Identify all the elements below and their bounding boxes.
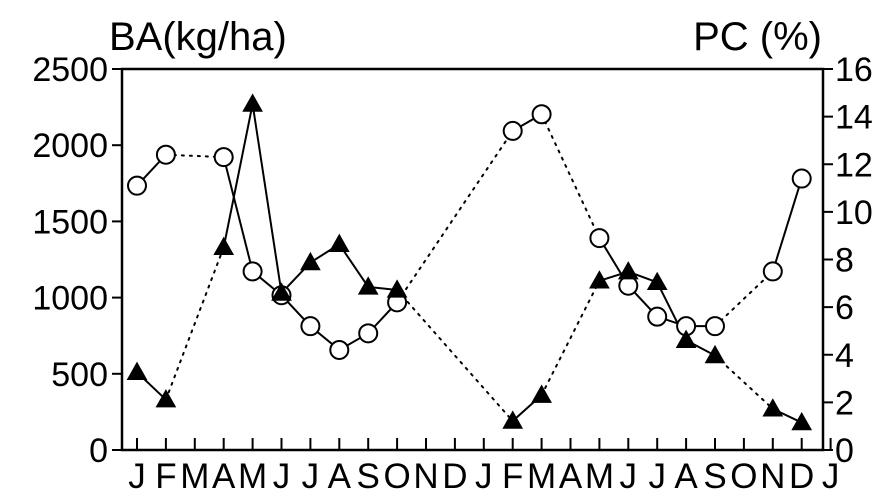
plot-frame [120,67,825,452]
series-lines [136,103,803,424]
right-tick-label: 10 [835,194,873,232]
circle-point [502,120,523,141]
triangle-point [646,271,668,291]
series-circle-segment [771,178,803,272]
x-tick-label: A [559,457,583,496]
x-tick-label: F [502,457,523,496]
x-tick-label: M [180,457,209,496]
x-tick-label: O [383,457,410,496]
left-tick-label: 1000 [32,280,108,318]
x-tick-label: A [328,457,352,496]
triangle-point [357,276,379,295]
x-tick-label: J [648,457,666,496]
circle-point [705,316,725,337]
series-triangle-segment [222,103,254,248]
circle-point [127,175,147,196]
x-tick-label: M [238,457,267,496]
right-tick-label: 8 [835,242,854,280]
circle-point [531,104,552,125]
triangle-point [126,361,148,380]
right-axis-title: PC (%) [693,15,822,59]
x-tick-label: J [302,457,320,496]
left-tick-label: 2500 [32,51,108,89]
series-triangle-segment [714,354,774,410]
triangle-point [791,411,813,431]
triangle-point [502,410,524,429]
series-triangle-segment [396,288,514,423]
series-triangle-segment [540,279,601,397]
circle-point [213,147,234,168]
series-markers [126,93,813,431]
right-tick-label: 14 [835,99,873,137]
right-tick-label: 6 [835,289,854,327]
triangle-point [300,251,321,271]
x-tick-label: O [730,457,757,496]
series-circle-segment [714,270,774,328]
triangle-point [213,236,235,256]
triangle-point [589,270,610,289]
circle-point [791,168,812,189]
circle-point [242,261,263,282]
x-tick-label: A [674,457,698,496]
triangle-point [762,398,784,417]
x-tick-label: M [585,457,614,496]
series-circle-segment [540,113,601,240]
right-tick-label: 16 [835,51,873,89]
x-tick-label: J [822,457,840,496]
x-tick-label: M [527,457,556,496]
x-tick-label: N [760,457,785,496]
series-circle-segment [396,129,514,304]
x-tick-label: J [128,457,146,496]
left-tick-label: 500 [51,356,108,394]
right-tick-label: 0 [835,432,854,470]
right-tick-label: 2 [835,384,854,422]
circle-point [329,339,350,360]
circle-point [300,316,321,337]
triangle-point [386,279,408,298]
series-triangle-segment [251,103,283,294]
triangle-point [617,261,639,280]
circle-point [155,144,176,165]
triangle-point [271,282,292,301]
series-circle-segment [222,156,254,272]
left-tick-label: 1500 [32,203,108,241]
x-tick-label: S [357,457,380,496]
left-axis-title: BA(kg/ha) [109,15,287,59]
right-tick-label: 4 [835,337,854,375]
x-tick-label: J [475,457,493,496]
triangle-point [675,329,697,348]
triangle-point [242,93,263,112]
triangle-point [155,389,177,408]
circle-point [647,306,668,327]
x-tick-label: D [442,457,467,496]
x-tick-label: J [273,457,291,496]
series-triangle-segment [164,246,225,401]
triangle-point [704,344,726,364]
x-tick-label: N [413,457,438,496]
x-tick-label: J [620,457,638,496]
left-tick-label: 0 [89,432,108,470]
x-tick-label: A [212,457,236,496]
circle-point [589,228,610,249]
circle-point [358,323,379,344]
right-axis: 0 2 4 6 8 10 12 14 16 [823,51,873,470]
x-tick-label: D [789,457,814,496]
circle-point [618,275,639,296]
triangle-point [328,233,350,252]
x-tick-label: F [155,457,176,496]
circle-point [762,261,783,282]
left-axis: 0 500 1000 1500 2000 2500 [32,51,122,470]
x-tick-label: S [703,457,726,496]
right-tick-label: 12 [835,146,873,184]
left-tick-label: 2000 [32,127,108,165]
triangle-point [531,384,552,403]
